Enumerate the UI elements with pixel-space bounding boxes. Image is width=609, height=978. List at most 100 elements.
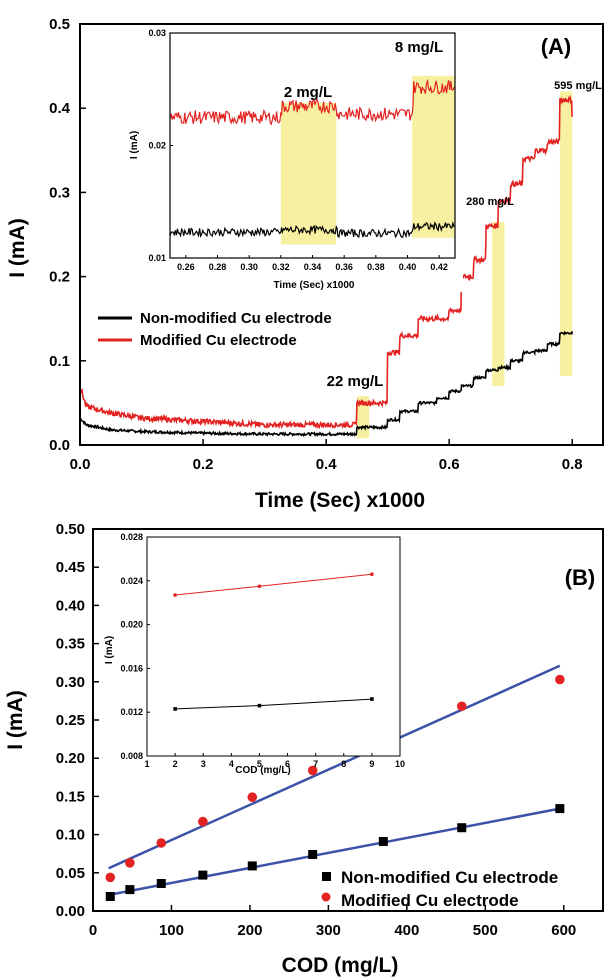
y-tick-label: 0.30 <box>56 674 85 691</box>
x-tick-label: 6 <box>285 759 290 769</box>
panel-b-legend: Non-modified Cu electrode Modified Cu el… <box>321 868 558 910</box>
y-tick-label: 0.02 <box>148 141 166 151</box>
panel-a-highlights <box>356 91 573 439</box>
x-tick-label: 500 <box>473 922 498 939</box>
legend-marker-nonmodified <box>322 872 331 881</box>
y-tick-label: 0.1 <box>49 353 70 370</box>
y-tick-label: 0.012 <box>120 707 143 717</box>
panel-b: 0 100 200 300 400 500 600 0.00 0.05 0.10 0.15 0.20 0… <box>4 521 604 977</box>
annotation-22mgl: 22 mg/L <box>327 373 384 390</box>
data-point-modified <box>105 872 116 883</box>
y-tick-label: 0.0 <box>49 437 70 454</box>
y-tick-label: 0.008 <box>120 751 143 761</box>
inset-b-point-modified <box>257 584 262 589</box>
x-tick-label: 5 <box>257 759 262 769</box>
x-tick-label: 2 <box>173 759 178 769</box>
legend-label-modified: Modified Cu electrode <box>140 332 297 349</box>
x-tick-label: 600 <box>551 922 576 939</box>
data-point-modified <box>307 765 318 776</box>
inset-annotation-2mgl: 2 mg/L <box>284 84 332 101</box>
data-point-nonmodified <box>378 836 388 846</box>
inset-b-x-axis-title: COD (mg/L) <box>235 765 291 776</box>
panel-b-y-axis-title: I (mA) <box>4 690 27 750</box>
inset-b-y-axis-title: I (mA) <box>104 636 115 664</box>
x-tick-label: 0.38 <box>367 262 385 272</box>
y-tick-label: 0.016 <box>120 663 143 673</box>
y-tick-label: 0.50 <box>56 521 85 538</box>
inset-highlight-region <box>280 102 337 245</box>
inset-b-point-nonmodified <box>173 707 177 711</box>
y-tick-label: 0.40 <box>56 597 85 614</box>
y-tick-label: 0.3 <box>49 184 70 201</box>
y-tick-label: 0.00 <box>56 903 85 920</box>
panel-b-inset: 1 2 3 4 5 6 7 8 9 10 0.008 0.012 0.016 0.020 0.024 0.02… <box>104 532 405 776</box>
inset-series-line-modified <box>169 78 456 126</box>
panel-a-y-axis-title: I (mA) <box>6 218 29 278</box>
panel-a-legend: Non-modified Cu electrode Modified Cu el… <box>98 310 332 349</box>
panel-a-label: (A) <box>541 34 572 59</box>
x-tick-label: 0.42 <box>430 262 448 272</box>
inset-b-point-nonmodified <box>370 697 374 701</box>
panel-b-x-axis-title: COD (mg/L) <box>282 954 399 977</box>
x-tick-label: 0.8 <box>562 456 583 473</box>
x-tick-label: 0 <box>89 922 97 939</box>
y-tick-label: 0.15 <box>56 788 85 805</box>
inset-a-y-axis-title: I (mA) <box>129 131 140 159</box>
y-tick-label: 0.020 <box>120 620 143 630</box>
inset-series-line-nonmodified <box>169 220 456 239</box>
data-point-modified <box>456 701 467 712</box>
data-point-nonmodified <box>198 870 208 880</box>
y-tick-label: 0.024 <box>120 576 143 586</box>
panel-b-label: (B) <box>565 565 596 590</box>
inset-a-highlights <box>280 75 455 245</box>
inset-b-axis-ticks: 1 2 3 4 5 6 7 8 9 10 0.008 0.012 0.016 0.020 0.024 0.02… <box>120 532 405 769</box>
y-tick-label: 0.028 <box>120 532 143 542</box>
data-point-nonmodified <box>555 804 565 814</box>
x-tick-label: 3 <box>201 759 206 769</box>
x-tick-label: 0.32 <box>272 262 290 272</box>
inset-b-series <box>147 537 400 756</box>
panel-a-x-axis-title: Time (Sec) x1000 <box>255 489 425 512</box>
data-point-nonmodified <box>247 861 257 871</box>
y-tick-label: 0.03 <box>148 28 166 38</box>
annotation-595mgl: 595 mg/L <box>554 80 602 92</box>
x-tick-label: 0.26 <box>177 262 195 272</box>
x-tick-label: 0.4 <box>316 456 338 473</box>
legend-label-nonmodified-b: Non-modified Cu electrode <box>341 868 558 887</box>
inset-a-axis-ticks: 0.26 0.28 0.30 0.32 0.34 0.36 0.38 0.40 0.42 0.01… <box>148 28 447 272</box>
x-tick-label: 8 <box>341 759 346 769</box>
panel-b-fit-lines <box>108 664 561 897</box>
data-point-modified <box>555 674 565 685</box>
x-tick-label: 10 <box>395 759 405 769</box>
data-point-modified <box>198 816 208 827</box>
series-line-modified <box>79 94 573 430</box>
inset-a-x-axis-title: Time (Sec) x1000 <box>274 280 355 291</box>
inset-highlight-region <box>412 75 455 238</box>
x-tick-label: 0.0 <box>70 456 91 473</box>
data-point-nonmodified <box>308 849 318 859</box>
data-point-nonmodified <box>156 878 166 888</box>
inset-b-background <box>147 537 400 756</box>
y-tick-label: 0.2 <box>49 269 70 286</box>
panel-a-inset: 0.26 0.28 0.30 0.32 0.34 0.36 0.38 0.40 0.42 0.01… <box>118 28 463 292</box>
y-tick-label: 0.01 <box>148 253 166 263</box>
y-tick-label: 0.25 <box>56 712 85 729</box>
inset-annotation-8mgl: 8 mg/L <box>395 39 443 56</box>
series-line-nonmodified <box>79 330 573 438</box>
fit-line-modified <box>108 664 561 870</box>
data-point-modified <box>156 838 167 848</box>
inset-a-series <box>169 78 456 239</box>
x-tick-label: 0.30 <box>240 262 258 272</box>
y-tick-label: 0.4 <box>49 100 71 117</box>
inset-b-point-nonmodified <box>257 703 262 708</box>
x-tick-label: 9 <box>369 759 374 769</box>
x-tick-label: 0.34 <box>304 262 322 272</box>
x-tick-label: 1 <box>144 759 149 769</box>
x-tick-label: 0.6 <box>439 456 460 473</box>
y-tick-label: 0.20 <box>56 750 85 767</box>
panel-a-plot-frame <box>79 23 604 446</box>
data-point-modified <box>125 858 135 868</box>
panel-a-series <box>79 94 573 438</box>
data-point-nonmodified <box>125 885 135 895</box>
